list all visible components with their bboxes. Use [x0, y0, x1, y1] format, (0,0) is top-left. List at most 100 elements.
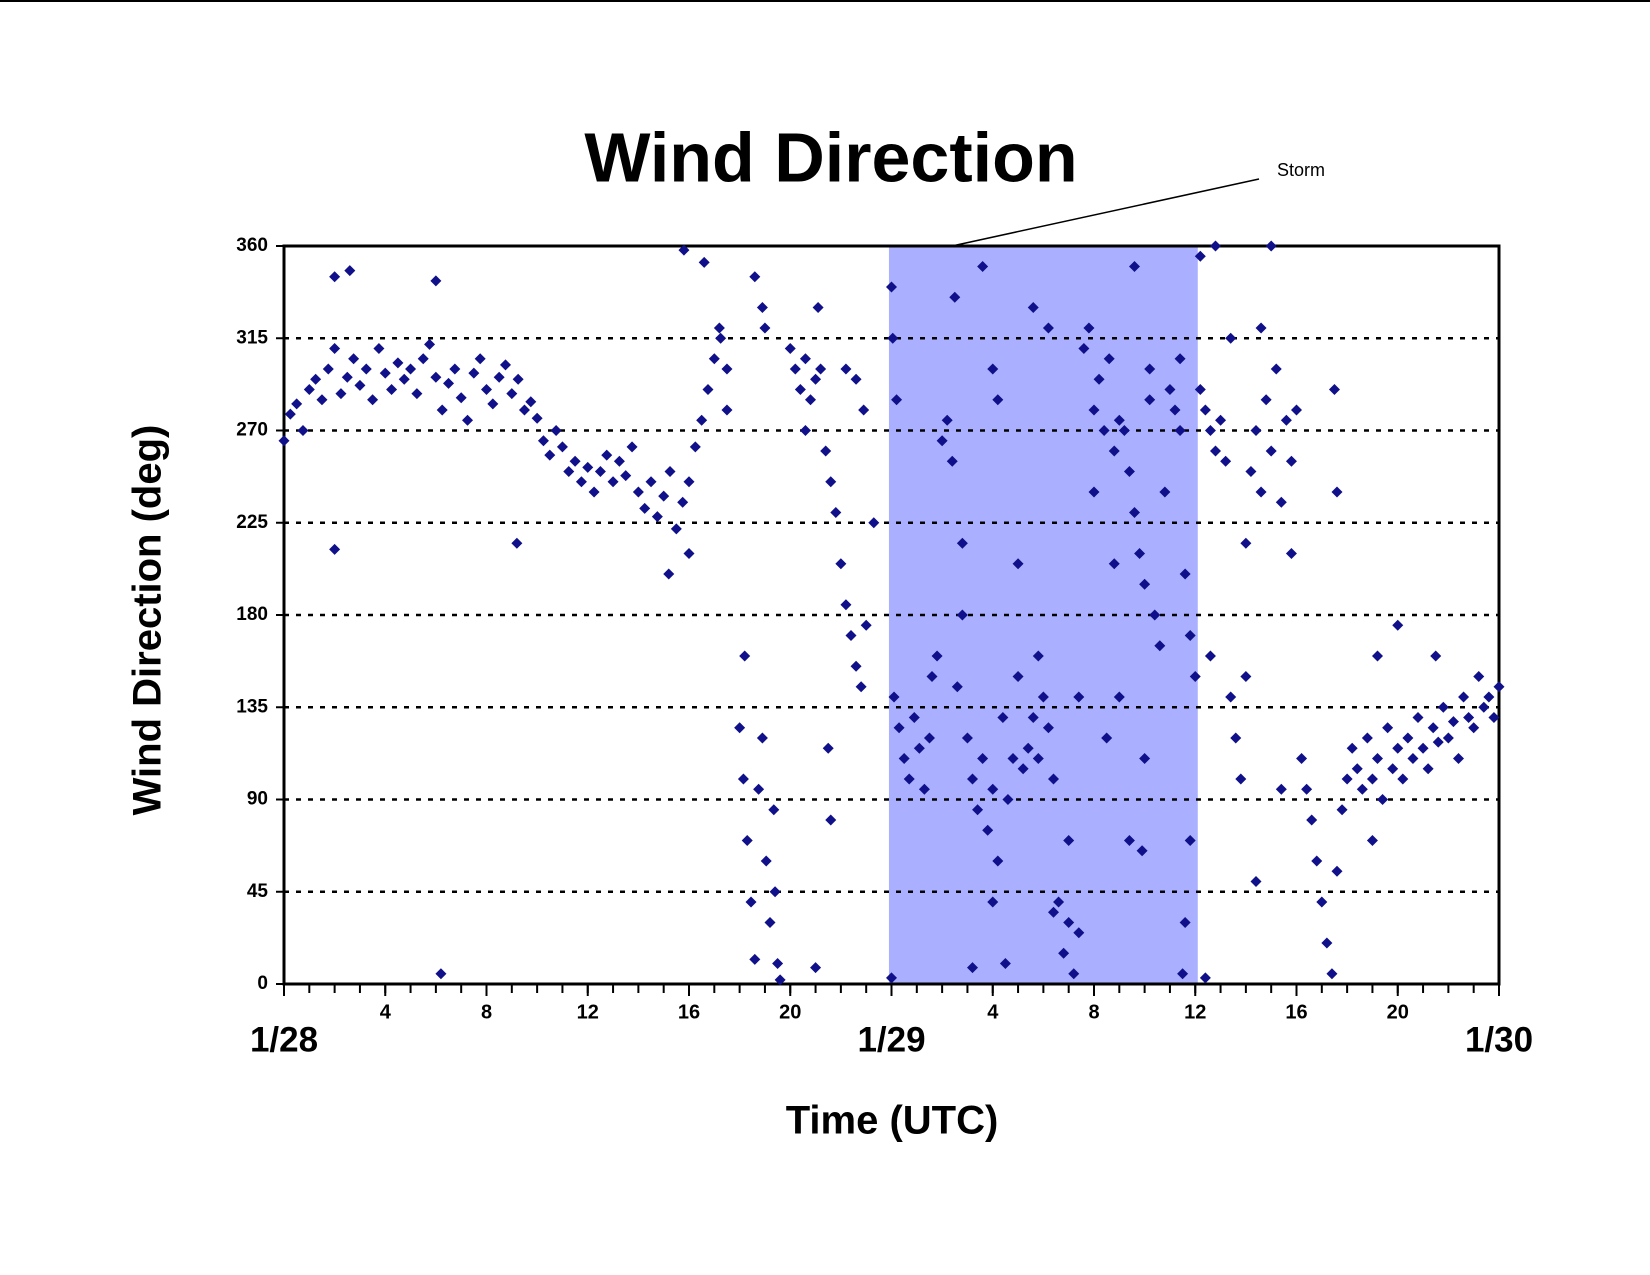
- point: [1392, 742, 1404, 754]
- point: [1250, 425, 1262, 436]
- point: [1204, 425, 1216, 436]
- point: [1235, 773, 1247, 785]
- x-tick-label: 12: [577, 1001, 599, 1023]
- point: [329, 343, 341, 354]
- point: [1194, 384, 1206, 395]
- point: [1240, 671, 1252, 682]
- point: [887, 332, 899, 344]
- point: [1027, 712, 1039, 723]
- point: [607, 476, 619, 488]
- point: [886, 972, 897, 984]
- point: [658, 490, 670, 502]
- point: [348, 353, 360, 365]
- point: [972, 804, 984, 816]
- point: [1275, 783, 1287, 795]
- point: [367, 394, 379, 406]
- point: [1366, 773, 1378, 785]
- point: [1387, 763, 1399, 775]
- point: [291, 398, 303, 410]
- point: [1225, 691, 1237, 703]
- point: [868, 517, 880, 529]
- point: [563, 466, 575, 477]
- point: [893, 722, 905, 734]
- point: [702, 384, 714, 395]
- point: [1108, 558, 1120, 570]
- point: [850, 373, 862, 385]
- point: [1199, 972, 1211, 984]
- point: [1017, 763, 1029, 775]
- point: [1377, 794, 1389, 805]
- point: [1139, 578, 1151, 590]
- point: [1442, 732, 1454, 744]
- point: [1189, 671, 1201, 682]
- x-tick-label: 4: [380, 1001, 392, 1023]
- point: [1118, 425, 1130, 436]
- point: [977, 261, 989, 272]
- point: [1225, 332, 1237, 344]
- point: [822, 742, 834, 754]
- point: [1184, 835, 1196, 846]
- point: [1136, 845, 1148, 857]
- point: [903, 773, 915, 785]
- point: [1366, 835, 1378, 846]
- point: [1058, 947, 1070, 959]
- point: [360, 363, 372, 375]
- point: [1048, 773, 1059, 785]
- point: [1113, 414, 1125, 426]
- point: [886, 281, 897, 293]
- point: [1144, 394, 1156, 406]
- point: [961, 732, 973, 744]
- point: [1301, 783, 1313, 795]
- point: [1149, 609, 1161, 621]
- point: [1397, 773, 1409, 785]
- point: [1042, 722, 1054, 734]
- point: [1048, 906, 1059, 918]
- point: [424, 338, 436, 350]
- point: [1382, 722, 1394, 734]
- point: [1220, 455, 1232, 467]
- point: [1427, 722, 1439, 734]
- point: [1493, 681, 1505, 693]
- point: [430, 371, 442, 383]
- point: [759, 322, 771, 334]
- point: [1280, 414, 1292, 426]
- point: [626, 441, 638, 453]
- point: [1412, 712, 1424, 723]
- point: [918, 783, 930, 795]
- x-axis-label: Time (UTC): [786, 1099, 999, 1143]
- point: [398, 373, 410, 385]
- point: [1331, 865, 1343, 877]
- point: [1245, 466, 1257, 477]
- point: [756, 302, 768, 313]
- point: [1210, 240, 1221, 252]
- point: [913, 742, 925, 754]
- point: [931, 650, 943, 662]
- point: [1285, 548, 1297, 559]
- plot-frame: [282, 244, 1501, 986]
- point: [840, 599, 852, 611]
- y-tick-label: 315: [236, 327, 268, 348]
- point: [1169, 404, 1181, 416]
- point: [651, 511, 663, 523]
- point: [335, 388, 347, 400]
- point: [850, 660, 862, 672]
- point: [997, 712, 1009, 723]
- point: [1417, 742, 1429, 754]
- point: [663, 568, 675, 580]
- point: [1215, 414, 1227, 426]
- point: [487, 398, 499, 410]
- point: [753, 783, 765, 795]
- point: [1331, 486, 1343, 498]
- point: [1123, 466, 1135, 477]
- point: [845, 630, 857, 641]
- point: [588, 486, 600, 498]
- point: [392, 357, 404, 369]
- point: [1296, 753, 1308, 764]
- point: [1063, 917, 1075, 928]
- chart-title: Wind Direction: [584, 118, 1077, 196]
- point: [620, 470, 632, 482]
- point: [411, 388, 423, 400]
- point: [1437, 701, 1449, 713]
- y-tick-label: 0: [257, 973, 268, 994]
- point: [329, 543, 341, 555]
